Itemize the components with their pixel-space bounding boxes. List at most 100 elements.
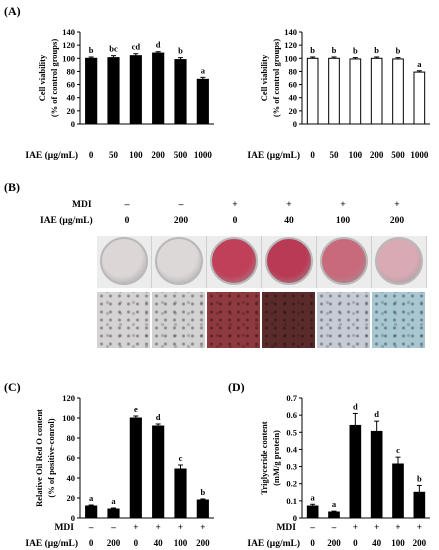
y-tick-label: 60: [67, 453, 76, 463]
culture-dish: [265, 237, 313, 285]
y-tick-label: 20: [67, 493, 76, 503]
mdi-value-6: +: [394, 200, 400, 210]
dish-cell: [262, 236, 316, 288]
mdi-row-label: MDI: [54, 523, 74, 533]
micrograph: [207, 292, 260, 348]
y-tick-label: 40: [289, 93, 298, 103]
significance-letter: b: [417, 473, 422, 483]
x-tick-label: 200: [196, 538, 210, 548]
micrograph: [152, 292, 205, 348]
bar: [174, 468, 187, 519]
mdi-value-3: +: [232, 200, 238, 210]
y-axis-label-units: (% of control groups): [49, 39, 59, 117]
iae-value-2: 200: [173, 216, 189, 226]
bar: [107, 57, 120, 125]
y-axis-label-units: (mM/g protein): [271, 430, 281, 486]
bar: [174, 59, 187, 125]
x-tick-label: 50: [109, 150, 119, 160]
x-tick-label: 0: [89, 150, 94, 160]
y-axis-label: Relative Oil Red O content: [34, 409, 44, 507]
oil-red-o-dish-strip: [97, 236, 427, 288]
significance-letter: b: [89, 45, 94, 55]
x-axis-label: IAE (μg/mL): [25, 150, 78, 161]
x-tick-label: 500: [174, 150, 188, 160]
dish-cell: [152, 236, 206, 288]
x-tick-label: 100: [349, 150, 363, 160]
culture-dish: [320, 237, 368, 285]
y-tick-label: 20: [289, 106, 298, 116]
culture-dish: [155, 237, 203, 285]
x-tick-label: 200: [413, 538, 427, 548]
micrograph: [372, 292, 425, 348]
micrograph: [97, 292, 150, 348]
x-tick-label: 0: [353, 538, 358, 548]
culture-dish: [375, 237, 423, 285]
y-tick-label: 40: [67, 93, 76, 103]
y-tick-label: 120: [62, 393, 75, 403]
y-axis-label: Cell viability: [259, 54, 269, 101]
x-tick-label: 0: [310, 538, 315, 548]
significance-letter: d: [156, 40, 161, 50]
bar: [107, 508, 120, 519]
x-tick-label: 1000: [410, 150, 429, 160]
significance-letter: b: [200, 487, 205, 497]
micrograph: [262, 292, 315, 348]
bar: [129, 55, 142, 125]
bar: [328, 511, 340, 519]
mdi-tick-label: –: [309, 522, 315, 532]
mdi-tick-label: –: [110, 522, 116, 532]
y-tick-label: 20: [67, 106, 76, 116]
x-tick-label: 100: [129, 150, 143, 160]
bar: [370, 57, 383, 125]
bar: [349, 424, 362, 519]
panel-b-label: (B): [4, 180, 20, 194]
culture-dish: [210, 237, 258, 285]
dish-cell: [372, 236, 426, 288]
cell-viability-chart-left: 0 20 40 60 80 100 120 140 Cell viability (% of co…: [25, 27, 214, 161]
significance-letter: d: [156, 412, 161, 422]
iae-row-label: IAE (μg/mL): [40, 216, 93, 226]
bar: [392, 58, 404, 125]
mdi-tick-label: –: [88, 522, 94, 532]
y-axis-label: Cell viability: [37, 54, 47, 101]
bar: [349, 58, 362, 125]
y-tick-label: 80: [67, 66, 76, 76]
y-tick-label: 80: [67, 433, 76, 443]
iae-value-4: 40: [284, 216, 294, 226]
bar: [152, 52, 165, 125]
significance-letter: b: [332, 45, 337, 55]
bar: [413, 71, 426, 125]
mdi-tick-label: +: [178, 522, 183, 532]
iae-value-3: 0: [232, 216, 238, 226]
significance-letter: a: [311, 492, 316, 502]
y-axis-label-units: (% of control groups): [271, 39, 281, 117]
y-tick-label: 0: [71, 119, 75, 129]
x-tick-label: 40: [154, 538, 164, 548]
y-tick-label: 100: [284, 53, 297, 63]
significance-letter: a: [201, 65, 206, 75]
y-tick-label: 0: [293, 119, 297, 129]
x-tick-label: 200: [370, 150, 384, 160]
x-tick-label: 100: [174, 538, 188, 548]
significance-letter: bc: [109, 44, 118, 54]
x-tick-label: 0: [134, 538, 139, 548]
iae-value-1: 0: [124, 216, 130, 226]
y-tick-label: 0.7: [286, 393, 297, 403]
x-tick-label: 1000: [194, 150, 213, 160]
y-tick-label: 60: [289, 80, 298, 90]
x-tick-label: 200: [151, 150, 165, 160]
bar: [196, 78, 209, 125]
bar: [85, 57, 98, 125]
significance-letter: b: [178, 46, 183, 56]
mdi-tick-label: +: [353, 522, 358, 532]
significance-letter: cd: [132, 42, 141, 52]
mdi-value-5: +: [340, 200, 346, 210]
bar: [152, 425, 165, 519]
y-tick-label: 0.2: [286, 479, 297, 489]
mdi-tick-label: +: [133, 522, 138, 532]
mdi-value-1: –: [124, 200, 130, 210]
y-tick-label: 60: [67, 80, 76, 90]
significance-letter: a: [332, 499, 337, 509]
y-tick-label: 120: [284, 40, 297, 50]
x-tick-label: 100: [391, 538, 405, 548]
